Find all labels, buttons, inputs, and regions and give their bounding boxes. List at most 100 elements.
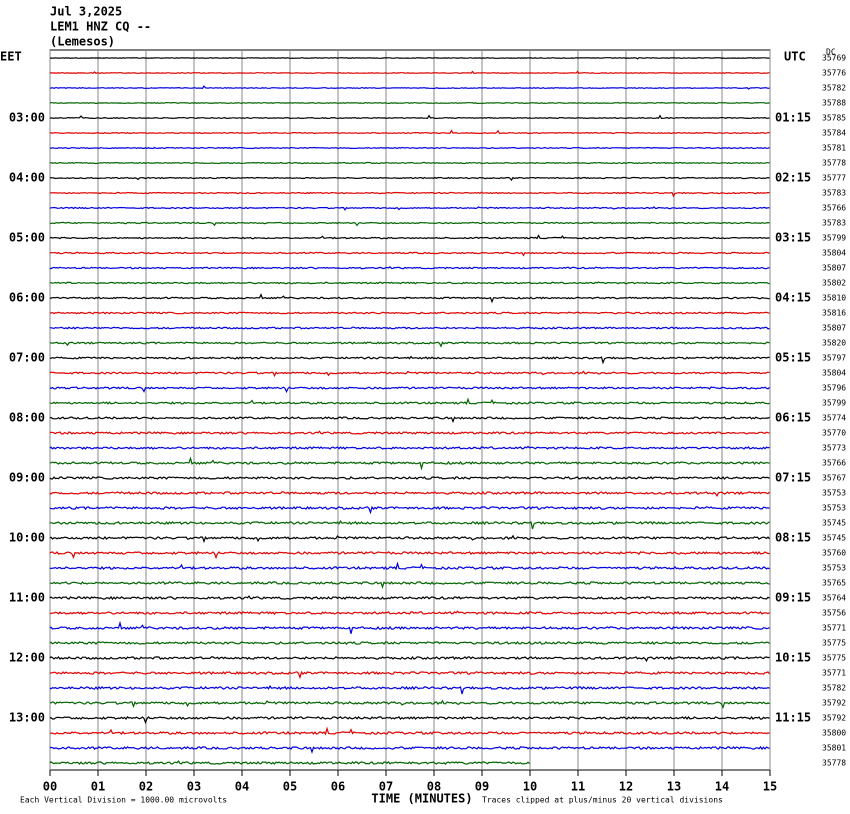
- left-time-label: 13:00: [9, 711, 45, 725]
- dc-value: 35766: [822, 204, 846, 213]
- trace: [50, 311, 770, 315]
- x-tick-label: 04: [235, 780, 249, 794]
- trace: [49, 534, 770, 544]
- left-time-label: 11:00: [9, 591, 45, 605]
- dc-value: 35769: [822, 54, 846, 63]
- trace: [49, 745, 770, 755]
- trace: [49, 101, 770, 105]
- x-tick-label: 11: [571, 780, 585, 794]
- trace: [50, 114, 770, 120]
- x-tick-label: 14: [715, 780, 729, 794]
- x-tick-label: 10: [523, 780, 537, 794]
- dc-value: 35792: [822, 699, 846, 708]
- trace: [49, 699, 770, 709]
- dc-value: 35784: [822, 129, 846, 138]
- left-time-label: 09:00: [9, 471, 45, 485]
- dc-value: 35745: [822, 519, 846, 528]
- dc-value: 35760: [822, 549, 846, 558]
- x-tick-label: 13: [667, 780, 681, 794]
- dc-value: 35773: [822, 444, 846, 453]
- trace: [49, 641, 770, 646]
- right-time-label: 07:15: [775, 471, 811, 485]
- trace: [49, 561, 770, 571]
- trace: [49, 191, 770, 198]
- dc-value: 35771: [822, 669, 846, 678]
- left-time-label: 08:00: [9, 411, 45, 425]
- right-time-label: 10:15: [775, 651, 811, 665]
- dc-value: 35774: [822, 414, 846, 423]
- trace: [49, 726, 770, 736]
- trace: [49, 580, 770, 590]
- dc-value: 35753: [822, 489, 846, 498]
- dc-value: 35776: [822, 69, 846, 78]
- left-time-label: 03:00: [9, 111, 45, 125]
- dc-value: 35799: [822, 234, 846, 243]
- trace: [49, 430, 770, 435]
- trace: [49, 129, 770, 135]
- dc-value: 35804: [822, 249, 846, 258]
- dc-value: 35770: [822, 429, 846, 438]
- trace: [49, 595, 770, 601]
- x-tick-label: 03: [187, 780, 201, 794]
- trace: [49, 281, 770, 285]
- trace: [49, 234, 770, 240]
- x-tick-label: 01: [91, 780, 105, 794]
- dc-value: 35756: [822, 609, 846, 618]
- dc-value: 35782: [822, 84, 846, 93]
- right-time-label: 05:15: [775, 351, 811, 365]
- dc-value: 35802: [822, 279, 846, 288]
- dc-value: 35778: [822, 759, 846, 768]
- date: Jul 3,2025: [50, 5, 122, 19]
- x-tick-label: 09: [475, 780, 489, 794]
- dc-value: 35753: [822, 504, 846, 513]
- x-tick-label: 06: [331, 780, 345, 794]
- right-time-label: 04:15: [775, 291, 811, 305]
- left-zone: EET: [0, 50, 22, 64]
- trace: [49, 176, 770, 182]
- trace: [49, 326, 770, 330]
- trace: [49, 655, 770, 663]
- trace: [49, 491, 770, 497]
- trace: [49, 610, 770, 616]
- trace: [49, 445, 770, 450]
- left-time-label: 04:00: [9, 171, 45, 185]
- trace: [49, 221, 770, 227]
- trace: [49, 620, 770, 634]
- left-time-label: 06:00: [9, 291, 45, 305]
- right-zone: UTC: [784, 50, 806, 64]
- dc-value: 35782: [822, 684, 846, 693]
- left-time-label: 12:00: [9, 651, 45, 665]
- trace: [49, 146, 770, 150]
- trace: [49, 266, 770, 270]
- dc-value: 35801: [822, 744, 846, 753]
- station: LEM1 HNZ CQ --: [50, 20, 151, 34]
- trace: [49, 355, 770, 365]
- dc-value: 35804: [822, 369, 846, 378]
- x-tick-label: 15: [763, 780, 777, 794]
- x-axis-label: TIME (MINUTES): [371, 792, 472, 806]
- dc-value: 35799: [822, 399, 846, 408]
- right-time-label: 11:15: [775, 711, 811, 725]
- dc-value: 35816: [822, 309, 846, 318]
- x-tick-label: 08: [427, 780, 441, 794]
- dc-value: 35800: [822, 729, 846, 738]
- dc-value: 35783: [822, 189, 846, 198]
- location: (Lemesos): [50, 35, 115, 49]
- trace: [49, 416, 770, 424]
- dc-value: 35807: [822, 264, 846, 273]
- dc-value: 35766: [822, 459, 846, 468]
- x-tick-label: 12: [619, 780, 633, 794]
- dc-value: 35783: [822, 219, 846, 228]
- trace: [49, 550, 770, 560]
- dc-value: 35764: [822, 594, 846, 603]
- dc-value: 35797: [822, 354, 846, 363]
- dc-value: 35765: [822, 579, 846, 588]
- x-tick-label: 07: [379, 780, 393, 794]
- scale-note: Each Vertical Division = 1000.00 microvo…: [20, 796, 227, 805]
- dc-value: 35767: [822, 474, 846, 483]
- dc-value: 35785: [822, 114, 846, 123]
- dc-value: 35775: [822, 639, 846, 648]
- trace: [49, 206, 770, 211]
- trace: [49, 684, 770, 695]
